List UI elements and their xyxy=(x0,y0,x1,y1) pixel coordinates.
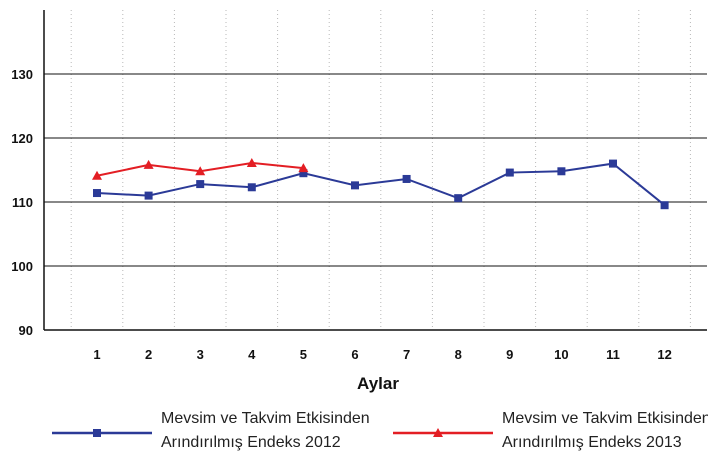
data-point xyxy=(454,194,463,203)
data-point xyxy=(299,169,308,178)
grid xyxy=(44,10,707,330)
legend: Mevsim ve Takvim Etkisinden Arındırılmış … xyxy=(52,410,708,451)
x-tick-label: 12 xyxy=(657,347,671,362)
y-tick-label: 110 xyxy=(12,195,33,210)
legend-label: Arındırılmış Endeks 2013 xyxy=(502,434,682,451)
data-point xyxy=(93,189,101,198)
data-point xyxy=(298,163,309,173)
x-tick-label: 4 xyxy=(248,347,256,362)
legend-label: Mevsim ve Takvim Etkisinden xyxy=(502,410,708,427)
data-point xyxy=(557,167,566,176)
data-point xyxy=(92,170,102,180)
data-point xyxy=(505,168,514,177)
data-point xyxy=(609,159,617,168)
x-tick-label: 6 xyxy=(351,347,358,362)
x-tick-label: 1 xyxy=(93,347,100,362)
y-tick-label: 130 xyxy=(11,67,33,82)
x-tick-label: 3 xyxy=(197,347,204,362)
x-tick-label: 10 xyxy=(554,347,568,362)
x-axis-label: Aylar xyxy=(357,374,399,393)
series-1 xyxy=(93,159,669,210)
legend-item-1: Mevsim ve Takvim Etkisinden Arındırılmış … xyxy=(52,410,370,451)
data-point xyxy=(195,166,206,176)
y-tick-label: 90 xyxy=(19,323,33,338)
legend-item-2: Mevsim ve Takvim Etkisinden Arındırılmış … xyxy=(393,410,708,451)
x-tick-label: 7 xyxy=(403,347,410,362)
legend-label: Arındırılmış Endeks 2012 xyxy=(161,434,341,451)
data-point xyxy=(660,201,669,210)
x-tick-label: 9 xyxy=(506,347,513,362)
x-tick-labels: 1 2 3 4 5 6 7 8 9 10 11 12 xyxy=(93,347,671,362)
x-tick-label: 2 xyxy=(145,347,152,362)
legend-label: Mevsim ve Takvim Etkisinden xyxy=(161,410,370,427)
legend-marker xyxy=(93,429,101,437)
x-tick-label: 8 xyxy=(455,347,462,362)
data-point xyxy=(402,174,411,183)
y-tick-label: 120 xyxy=(11,131,33,146)
x-tick-label: 11 xyxy=(606,347,620,362)
y-tick-labels: 90 100 110 120 130 xyxy=(11,67,33,338)
series-2 xyxy=(92,157,309,180)
data-point xyxy=(196,180,205,189)
data-point xyxy=(246,157,257,167)
x-tick-label: 5 xyxy=(300,347,307,362)
data-point xyxy=(143,159,154,169)
legend-marker xyxy=(433,428,443,437)
y-tick-label: 100 xyxy=(11,259,33,274)
data-point xyxy=(247,183,256,192)
data-point xyxy=(144,191,153,200)
axes xyxy=(43,10,707,331)
series-group xyxy=(92,157,669,210)
series-line xyxy=(96,162,666,206)
data-point xyxy=(351,181,359,190)
